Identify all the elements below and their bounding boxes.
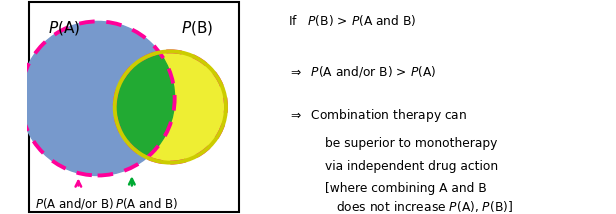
Text: If   $P$(B) > $P$(A and B): If $P$(B) > $P$(A and B) bbox=[288, 13, 416, 28]
Text: $\Rightarrow$  Combination therapy can: $\Rightarrow$ Combination therapy can bbox=[288, 107, 467, 124]
Text: be superior to monotherapy: be superior to monotherapy bbox=[325, 137, 498, 150]
Text: $P$(A): $P$(A) bbox=[49, 19, 81, 37]
Circle shape bbox=[20, 21, 175, 175]
Text: does not increase $P$(A), $P$(B)]: does not increase $P$(A), $P$(B)] bbox=[336, 199, 513, 214]
Circle shape bbox=[115, 51, 226, 163]
Text: [where combining A and B: [where combining A and B bbox=[325, 182, 487, 195]
Circle shape bbox=[20, 21, 175, 175]
Text: $P$(A and B): $P$(A and B) bbox=[115, 196, 178, 211]
Text: $P$(B): $P$(B) bbox=[181, 19, 213, 37]
Text: $P$(A and/or B): $P$(A and/or B) bbox=[34, 196, 113, 211]
Text: via independent drug action: via independent drug action bbox=[325, 160, 498, 173]
Text: $\Rightarrow$  $P$(A and/or B) > $P$(A): $\Rightarrow$ $P$(A and/or B) > $P$(A) bbox=[288, 64, 436, 79]
